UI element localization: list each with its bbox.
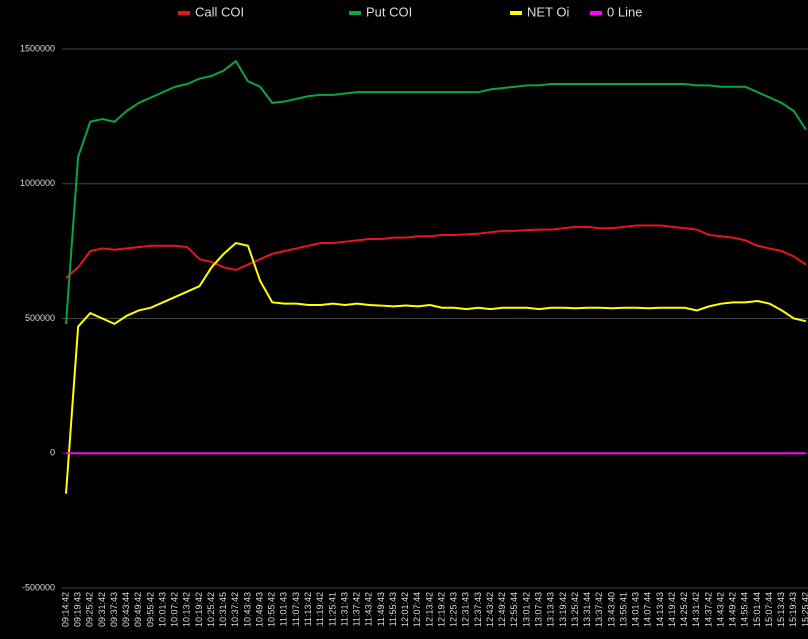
x-tick-label: 12:37:43 bbox=[473, 592, 483, 627]
x-tick-label: 10:55:42 bbox=[267, 592, 277, 627]
line-series bbox=[65, 59, 807, 324]
x-tick-label: 12:43:42 bbox=[485, 592, 495, 627]
x-tick-label: 14:01:43 bbox=[631, 592, 641, 627]
y-tick-label: 0 bbox=[50, 448, 55, 458]
line-series bbox=[65, 241, 807, 494]
x-tick-label: 11:43:42 bbox=[364, 592, 374, 626]
x-tick-label: 14:37:42 bbox=[703, 592, 713, 627]
x-tick-label: 12:25:43 bbox=[449, 592, 459, 627]
x-tick-label: 10:01:43 bbox=[157, 592, 167, 627]
x-tick-label: 14:07:44 bbox=[643, 592, 653, 627]
x-tick-label: 09:55:42 bbox=[145, 592, 155, 627]
x-tick-label: 15:19:43 bbox=[788, 592, 798, 627]
x-tick-label: 10:19:42 bbox=[194, 592, 204, 627]
legend-swatch bbox=[510, 11, 522, 15]
x-tick-label: 14:19:42 bbox=[667, 592, 677, 627]
x-tick-label: 10:07:42 bbox=[170, 592, 180, 627]
legend-label: Call COI bbox=[195, 4, 244, 19]
legend-swatch bbox=[349, 11, 361, 15]
x-tick-label: 09:25:42 bbox=[85, 592, 95, 627]
y-tick-label: -500000 bbox=[22, 582, 55, 592]
x-tick-label: 09:31:42 bbox=[97, 592, 107, 627]
x-tick-label: 11:19:42 bbox=[315, 592, 325, 626]
line-series bbox=[65, 224, 807, 279]
legend-label: 0 Line bbox=[607, 4, 642, 19]
x-tick-label: 09:14:42 bbox=[60, 592, 70, 627]
x-tick-label: 13:19:42 bbox=[558, 592, 568, 627]
x-tick-label: 13:07:43 bbox=[533, 592, 543, 627]
x-tick-label: 10:43:43 bbox=[242, 592, 252, 627]
y-tick-label: 500000 bbox=[25, 313, 55, 323]
x-tick-label: 13:31:44 bbox=[582, 592, 592, 627]
legend-label: Put COI bbox=[366, 4, 412, 19]
x-tick-label: 13:01:42 bbox=[521, 592, 531, 627]
x-tick-label: 15:13:43 bbox=[776, 592, 786, 627]
y-tick-label: 1500000 bbox=[20, 43, 55, 53]
x-tick-label: 14:43:42 bbox=[715, 592, 725, 627]
legend-swatch bbox=[178, 11, 190, 15]
x-tick-label: 09:37:43 bbox=[109, 592, 119, 627]
x-tick-label: 12:19:42 bbox=[436, 592, 446, 627]
y-tick-label: 1000000 bbox=[20, 178, 55, 188]
x-tick-label: 10:25:42 bbox=[206, 592, 216, 627]
x-tick-label: 14:25:42 bbox=[679, 592, 689, 627]
x-tick-label: 13:43:40 bbox=[606, 592, 616, 627]
x-tick-label: 12:55:44 bbox=[509, 592, 519, 627]
x-tick-label: 15:07:44 bbox=[764, 592, 774, 627]
x-tick-label: 12:07:44 bbox=[412, 592, 422, 627]
x-tick-label: 09:43:44 bbox=[121, 592, 131, 627]
x-tick-label: 11:13:42 bbox=[303, 592, 313, 626]
x-tick-label: 13:25:42 bbox=[570, 592, 580, 627]
x-tick-label: 13:13:43 bbox=[546, 592, 556, 627]
legend-swatch bbox=[590, 11, 602, 15]
legend-label: NET Oi bbox=[527, 4, 569, 19]
x-tick-label: 11:25:41 bbox=[327, 592, 337, 626]
x-tick-label: 15:25:42 bbox=[800, 592, 808, 627]
x-tick-label: 12:31:43 bbox=[461, 592, 471, 627]
x-tick-label: 10:13:42 bbox=[182, 592, 192, 627]
x-tick-label: 14:49:42 bbox=[728, 592, 738, 627]
x-tick-label: 09:19:43 bbox=[73, 592, 83, 627]
x-tick-label: 11:37:42 bbox=[352, 592, 362, 626]
x-tick-label: 14:55:44 bbox=[740, 592, 750, 627]
x-tick-label: 14:13:43 bbox=[655, 592, 665, 627]
x-tick-label: 12:49:42 bbox=[497, 592, 507, 627]
x-tick-label: 13:55:41 bbox=[618, 592, 628, 627]
x-tick-label: 10:49:43 bbox=[254, 592, 264, 627]
x-tick-label: 13:37:42 bbox=[594, 592, 604, 627]
x-tick-label: 11:07:43 bbox=[291, 592, 301, 626]
x-tick-label: 09:49:42 bbox=[133, 592, 143, 627]
x-tick-label: 10:31:45 bbox=[218, 592, 228, 627]
x-tick-label: 10:37:42 bbox=[230, 592, 240, 627]
x-tick-label: 11:49:43 bbox=[376, 592, 386, 626]
x-tick-label: 12:01:42 bbox=[400, 592, 410, 627]
x-tick-label: 11:01:43 bbox=[279, 592, 289, 626]
x-tick-label: 15:01:44 bbox=[752, 592, 762, 627]
x-tick-label: 12:13:42 bbox=[424, 592, 434, 627]
x-tick-label: 14:31:42 bbox=[691, 592, 701, 627]
x-tick-label: 11:55:43 bbox=[388, 592, 398, 626]
x-tick-label: 11:31:43 bbox=[339, 592, 349, 626]
